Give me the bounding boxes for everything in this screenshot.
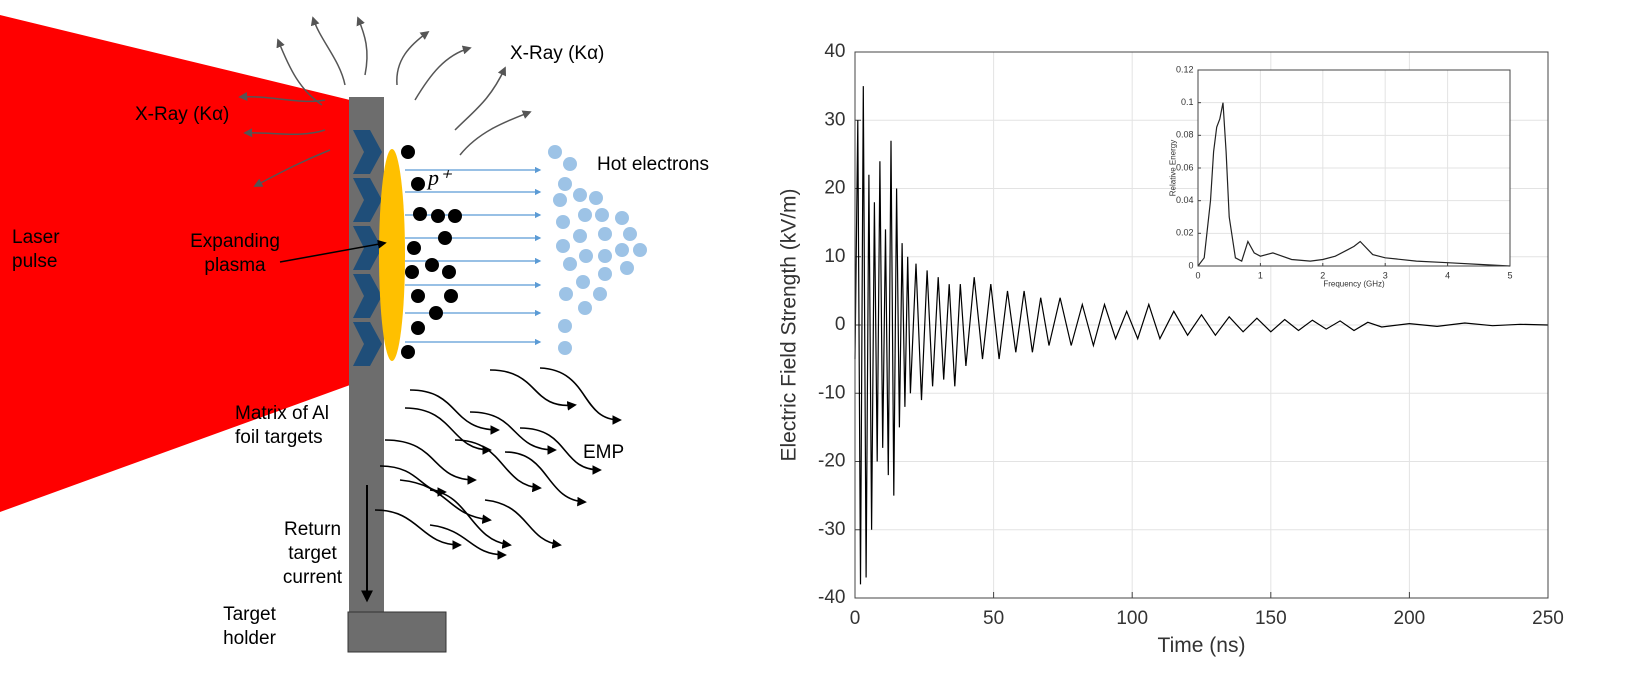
plasma <box>379 149 405 361</box>
label: Hot electrons <box>597 154 709 175</box>
plot-area <box>854 51 1549 599</box>
laser-beam <box>0 15 350 512</box>
y-tick-label: -40 <box>818 587 845 608</box>
x-tick-label: 2 <box>1320 270 1325 280</box>
y-tick-label: 30 <box>824 109 845 130</box>
y-tick-label: -30 <box>818 519 845 540</box>
y-tick-label: 0 <box>835 314 846 335</box>
label: Matrix of Al foil targets <box>235 403 329 448</box>
plasma-pointer <box>279 239 387 263</box>
x-tick-label: 100 <box>1116 608 1148 629</box>
y-tick-label: 20 <box>824 178 845 199</box>
y-tick-label: 0.12 <box>1176 64 1194 74</box>
x-tick-label: 0 <box>850 608 861 629</box>
y-tick-label: -10 <box>818 382 845 403</box>
label: Expanding plasma <box>190 231 280 276</box>
label: Target holder <box>223 604 276 649</box>
label: X-Ray (Kα) <box>510 43 605 64</box>
x-axis-label: Time (ns) <box>1158 634 1246 657</box>
data-line <box>1197 102 1511 267</box>
label: p⁺ <box>428 165 451 190</box>
x-tick-label: 3 <box>1383 270 1388 280</box>
x-tick-label: 1 <box>1258 270 1263 280</box>
label: Return target current <box>282 519 343 588</box>
y-axis-label: Electric Field Strength (kV/m) <box>777 188 800 461</box>
energy-arrows <box>353 130 382 366</box>
diagram <box>0 15 647 653</box>
x-axis-label: Frequency (GHz) <box>1323 280 1385 289</box>
protons <box>401 145 462 359</box>
y-tick-label: 0.06 <box>1176 162 1194 172</box>
x-tick-label: 250 <box>1532 608 1564 629</box>
hot-electron-dots <box>548 145 647 355</box>
emp-waves <box>374 367 622 560</box>
label: EMP <box>583 442 625 463</box>
y-axis-label: Relative Energy <box>1168 140 1177 196</box>
y-tick-label: 0 <box>1188 260 1193 270</box>
label: Laser pulse <box>12 227 60 272</box>
plot-border <box>854 51 1549 599</box>
plot-area <box>1197 69 1511 267</box>
x-tick-label: 0 <box>1195 270 1200 280</box>
plot-border <box>1197 69 1511 267</box>
x-tick-label: 50 <box>983 608 1004 629</box>
y-tick-label: 0.02 <box>1176 228 1194 238</box>
x-tick-label: 150 <box>1255 608 1287 629</box>
y-tick-label: 40 <box>824 41 845 62</box>
y-tick-label: 0.08 <box>1176 130 1194 140</box>
y-tick-label: 0.1 <box>1181 97 1194 107</box>
data-line <box>854 86 1549 585</box>
y-tick-label: 0.04 <box>1176 195 1194 205</box>
x-tick-label: 5 <box>1507 270 1512 280</box>
xray-arrows <box>238 16 532 187</box>
y-tick-label: 10 <box>824 246 845 267</box>
label: X-Ray (Kα) <box>135 104 230 125</box>
x-tick-label: 4 <box>1445 270 1450 280</box>
y-tick-label: -20 <box>818 451 845 472</box>
x-tick-label: 200 <box>1394 608 1426 629</box>
electron-paths <box>405 166 542 346</box>
target-holder <box>347 611 447 653</box>
